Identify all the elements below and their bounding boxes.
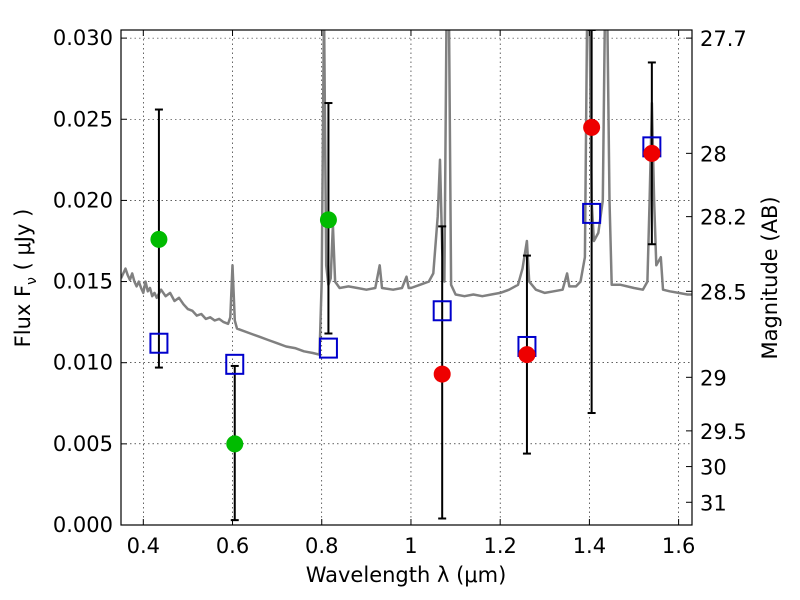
right-axis-label: Magnitude (AB) [758, 196, 782, 359]
right-ticks: 27.7 28 28.2 28.5 29 29.5 30 31 [686, 27, 747, 515]
plot-frame [120, 29, 693, 526]
y-tick-label: 0.020 [53, 188, 113, 212]
spectrum-line [121, 30, 692, 356]
y-tick-label: 0.015 [53, 270, 113, 294]
y-tick-label: 0.025 [53, 107, 113, 131]
model-square-point [582, 202, 602, 224]
y-axis-label-main: Flux F [11, 285, 35, 347]
right-tick-label: 29.5 [700, 420, 747, 444]
right-tick-label: 28.2 [700, 206, 747, 230]
x-tick-label: 0.4 [127, 534, 160, 558]
model-square-point [225, 353, 245, 375]
observed-circle-point [319, 211, 337, 229]
y-tick-label: 0.000 [53, 513, 113, 537]
x-tick-label: 0.6 [216, 534, 249, 558]
observed-circle-point [518, 346, 536, 364]
y-axis-label-unit: ( μJy ) [11, 209, 35, 277]
y-tick-label: 0.010 [53, 351, 113, 375]
right-tick-label: 31 [700, 491, 727, 515]
right-tick-label: 28.5 [700, 280, 747, 304]
model-square-point [432, 300, 452, 322]
observed-circle-point [433, 365, 451, 383]
x-tick-label: 1 [404, 534, 417, 558]
x-tick-label: 1.4 [573, 534, 606, 558]
x-ticks: 0.4 0.6 0.8 1 1.2 1.4 1.6 [127, 30, 695, 558]
x-tick-label: 1.6 [662, 534, 695, 558]
model-square-point [318, 337, 338, 359]
model-square-point [149, 332, 169, 354]
observed-circle-point [583, 118, 601, 136]
y-axis-label-sub: ν [24, 277, 40, 285]
right-tick-label: 30 [700, 456, 727, 480]
observed-circle-point [643, 144, 661, 162]
x-tick-label: 1.2 [483, 534, 516, 558]
y-ticks: 0.000 0.005 0.010 0.015 0.020 0.025 0.030 [53, 26, 127, 537]
x-axis-label: Wavelength λ (μm) [306, 563, 507, 587]
x-tick-label: 0.8 [305, 534, 338, 558]
observed-circle-point [150, 230, 168, 248]
observed-circle-point [226, 435, 244, 453]
right-tick-label: 27.7 [700, 27, 747, 51]
y-axis-label: Flux Fν ( μJy ) [11, 209, 40, 348]
y-tick-label: 0.030 [53, 26, 113, 50]
right-tick-label: 29 [700, 366, 727, 390]
right-tick-label: 28 [700, 142, 727, 166]
plot-area [121, 30, 692, 522]
y-tick-label: 0.005 [53, 432, 113, 456]
